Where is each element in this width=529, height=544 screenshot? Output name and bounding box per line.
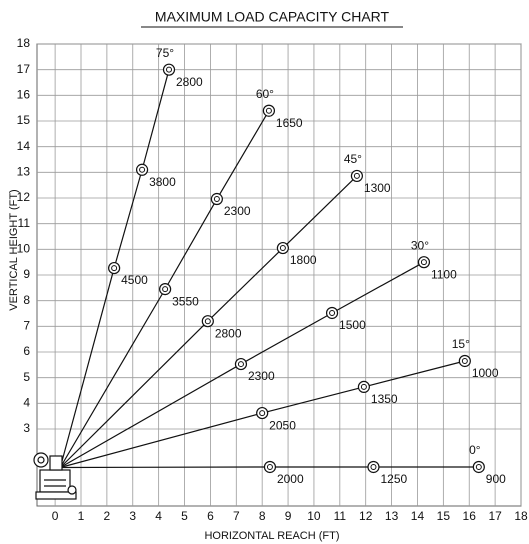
x-tick-label: 0 xyxy=(52,509,59,523)
load-point xyxy=(327,307,338,318)
chart: MAXIMUM LOAD CAPACITY CHART HORIZONTAL R… xyxy=(0,0,529,544)
load-label: 4500 xyxy=(121,273,148,287)
load-point xyxy=(160,284,171,295)
load-label: 1650 xyxy=(276,116,303,130)
y-tick-label: 9 xyxy=(23,267,30,281)
machine-body xyxy=(40,470,70,492)
x-tick-label: 8 xyxy=(259,509,266,523)
y-tick-label: 7 xyxy=(23,319,30,333)
load-label: 1000 xyxy=(472,366,499,380)
load-point xyxy=(418,257,429,268)
x-tick-label: 3 xyxy=(129,509,136,523)
x-tick-label: 18 xyxy=(514,509,528,523)
angle-label: 15° xyxy=(452,337,470,351)
load-point xyxy=(264,461,275,472)
machine-reel-hub xyxy=(38,457,44,463)
load-point xyxy=(368,461,379,472)
angle-label: 60° xyxy=(256,87,274,101)
x-tick-label: 6 xyxy=(207,509,214,523)
load-label: 1500 xyxy=(339,318,366,332)
load-point xyxy=(358,381,369,392)
load-label: 1350 xyxy=(371,392,398,406)
y-tick-label: 6 xyxy=(23,344,30,358)
x-tick-label: 5 xyxy=(181,509,188,523)
x-tick-label: 12 xyxy=(359,509,373,523)
angle-label: 75° xyxy=(156,46,174,60)
load-label: 1100 xyxy=(431,267,457,281)
load-point xyxy=(459,355,470,366)
x-axis-title: HORIZONTAL REACH (FT) xyxy=(204,530,339,542)
x-tick-label: 17 xyxy=(488,509,502,523)
load-point xyxy=(351,170,362,181)
load-label: 1250 xyxy=(380,472,407,486)
x-tick-label: 9 xyxy=(285,509,292,523)
x-tick-label: 7 xyxy=(233,509,240,523)
load-point xyxy=(263,105,274,116)
load-point xyxy=(137,164,148,175)
load-point xyxy=(109,263,120,274)
machine-icon xyxy=(34,453,76,499)
angle-label: 0° xyxy=(469,443,481,457)
load-label: 2050 xyxy=(269,418,296,432)
y-tick-label: 16 xyxy=(17,88,31,102)
angle-label: 30° xyxy=(411,238,429,252)
x-tick-label: 15 xyxy=(437,509,451,523)
x-tick-label: 10 xyxy=(307,509,321,523)
y-tick-label: 14 xyxy=(17,139,31,153)
load-label: 2000 xyxy=(277,472,304,486)
y-tick-label: 13 xyxy=(17,165,31,179)
angle-label: 45° xyxy=(344,152,362,166)
y-tick-label: 5 xyxy=(23,370,30,384)
load-point xyxy=(202,316,213,327)
x-tick-label: 1 xyxy=(78,509,85,523)
y-tick-label: 18 xyxy=(17,36,31,50)
y-tick-label: 11 xyxy=(18,216,31,230)
y-tick-label: 12 xyxy=(17,190,31,204)
y-tick-label: 15 xyxy=(17,113,31,127)
load-label: 2800 xyxy=(176,75,203,89)
load-label: 1800 xyxy=(290,253,317,267)
y-tick-label: 10 xyxy=(17,242,31,256)
load-label: 900 xyxy=(486,472,506,486)
x-tick-label: 2 xyxy=(104,509,111,523)
load-point xyxy=(164,64,175,75)
load-label: 3800 xyxy=(149,175,176,189)
load-label: 2800 xyxy=(215,326,242,340)
x-tick-label: 14 xyxy=(411,509,425,523)
load-label: 3550 xyxy=(172,294,199,308)
machine-wheel xyxy=(68,486,76,494)
chart-title: MAXIMUM LOAD CAPACITY CHART xyxy=(155,9,390,25)
x-tick-label: 16 xyxy=(463,509,477,523)
load-point xyxy=(235,359,246,370)
load-point xyxy=(211,194,222,205)
y-tick-label: 3 xyxy=(23,421,30,435)
load-label: 1300 xyxy=(364,181,391,195)
machine-head xyxy=(50,456,62,470)
load-label: 2300 xyxy=(224,204,251,218)
x-tick-label: 4 xyxy=(155,509,162,523)
load-point xyxy=(473,461,484,472)
load-point xyxy=(257,408,268,419)
load-point xyxy=(277,243,288,254)
y-tick-label: 8 xyxy=(23,293,30,307)
y-tick-label: 17 xyxy=(17,62,31,76)
y-tick-label: 4 xyxy=(23,396,30,410)
x-tick-label: 13 xyxy=(385,509,399,523)
x-tick-label: 11 xyxy=(334,509,347,523)
load-label: 2300 xyxy=(248,369,275,383)
